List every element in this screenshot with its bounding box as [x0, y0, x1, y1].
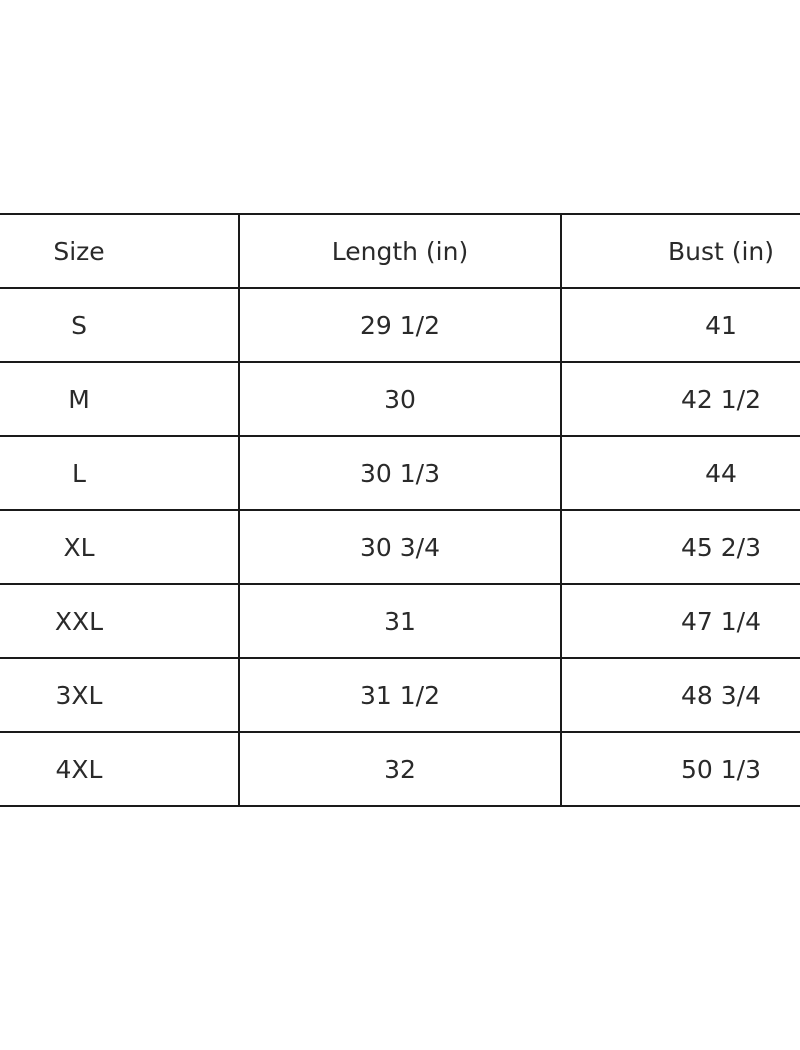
- size-chart-table: Size Length (in) Bust (in) S 29 1/2 41 M 30 4…: [0, 213, 800, 807]
- bust-cell: 50 1/3: [560, 731, 800, 807]
- table-row: M 30 42 1/2: [0, 361, 800, 437]
- length-cell: 32: [238, 731, 562, 807]
- length-cell: 30 3/4: [238, 509, 562, 585]
- size-cell: S: [0, 287, 240, 363]
- table-row: L 30 1/3 44: [0, 435, 800, 511]
- length-cell: 30: [238, 361, 562, 437]
- size-cell: XL: [0, 509, 240, 585]
- header-size: Size: [0, 213, 240, 289]
- bust-cell: 44: [560, 435, 800, 511]
- table-row: XL 30 3/4 45 2/3: [0, 509, 800, 585]
- table-row: XXL 31 47 1/4: [0, 583, 800, 659]
- table-row: 3XL 31 1/2 48 3/4: [0, 657, 800, 733]
- bust-cell: 42 1/2: [560, 361, 800, 437]
- bust-cell: 45 2/3: [560, 509, 800, 585]
- bust-cell: 41: [560, 287, 800, 363]
- size-cell: M: [0, 361, 240, 437]
- header-bust: Bust (in): [560, 213, 800, 289]
- header-length: Length (in): [238, 213, 562, 289]
- header-row: Size Length (in) Bust (in): [0, 213, 800, 289]
- size-cell: XXL: [0, 583, 240, 659]
- table-row: 4XL 32 50 1/3: [0, 731, 800, 807]
- length-cell: 30 1/3: [238, 435, 562, 511]
- bust-cell: 47 1/4: [560, 583, 800, 659]
- size-cell: 4XL: [0, 731, 240, 807]
- length-cell: 31 1/2: [238, 657, 562, 733]
- size-cell: 3XL: [0, 657, 240, 733]
- size-cell: L: [0, 435, 240, 511]
- length-cell: 29 1/2: [238, 287, 562, 363]
- bust-cell: 48 3/4: [560, 657, 800, 733]
- table-row: S 29 1/2 41: [0, 287, 800, 363]
- length-cell: 31: [238, 583, 562, 659]
